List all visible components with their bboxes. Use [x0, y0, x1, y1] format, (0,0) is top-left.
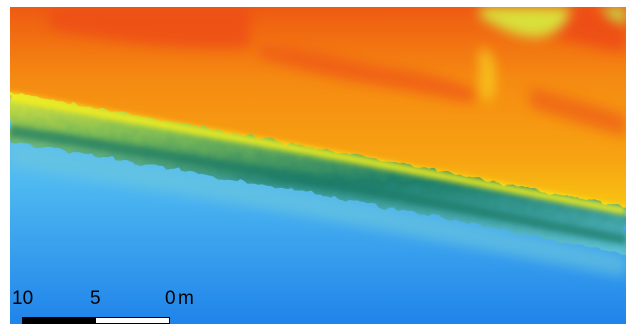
scale-label-0: 0	[165, 288, 176, 309]
scale-label-5: 5	[90, 288, 101, 309]
map-view[interactable]	[10, 7, 626, 324]
scale-label-10: 10	[12, 288, 34, 309]
scale-segment-empty	[96, 317, 170, 324]
elevation-raster	[10, 7, 626, 324]
scale-bar-graphic	[22, 314, 170, 325]
scale-unit-label: m	[178, 288, 194, 309]
scale-segment-filled	[22, 317, 96, 324]
scale-bar: 10 5 0 m	[10, 288, 194, 328]
